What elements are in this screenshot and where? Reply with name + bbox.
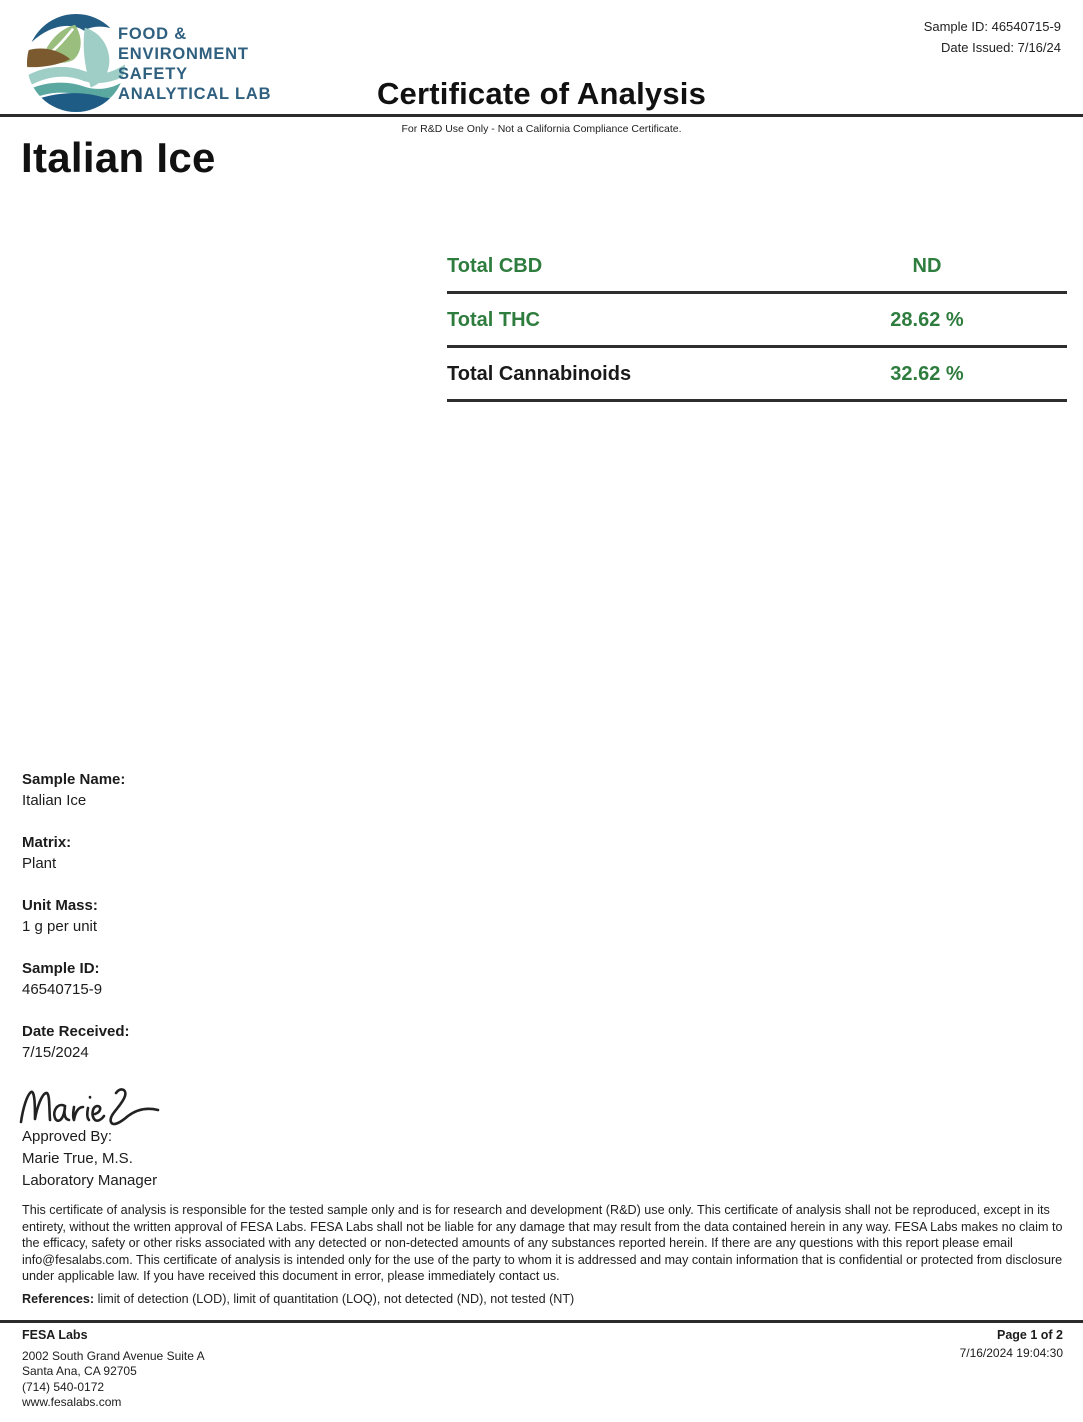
disclaimer: This certificate of analysis is responsi… [22, 1202, 1063, 1308]
row-value: 32.62 % [890, 363, 964, 385]
detail-sample-name: Sample Name: Italian Ice [22, 769, 130, 811]
footer-divider [0, 1320, 1083, 1323]
date-issued-line: Date Issued: 7/16/24 [941, 40, 1061, 55]
approver-title: Laboratory Manager [22, 1172, 158, 1189]
cannabinoid-summary-table: Total CBD ND Total THC 28.62 % Total Can… [447, 240, 1067, 402]
logo-line: SAFETY [118, 65, 188, 83]
table-row: Total THC 28.62 % [447, 294, 1067, 348]
fesa-lab-logo-icon [26, 13, 126, 113]
footer-website: www.fesalabs.com [22, 1395, 122, 1409]
footer-lab-info: FESA Labs 2002 South Grand Avenue Suite … [22, 1328, 205, 1411]
footer-address-line: Santa Ana, CA 92705 [22, 1364, 137, 1378]
logo-line: ANALYTICAL LAB [118, 85, 272, 103]
logo-line: FOOD & [118, 25, 187, 43]
detail-matrix: Matrix: Plant [22, 832, 130, 874]
detail-label: Matrix: [22, 834, 72, 851]
detail-sample-id: Sample ID: 46540715-9 [22, 958, 130, 1000]
detail-label: Sample ID: [22, 960, 100, 977]
table-row: Total CBD ND [447, 240, 1067, 294]
fesa-lab-wordmark: FOOD & ENVIRONMENT SAFETY ANALYTICAL LAB [118, 24, 271, 104]
certificate-subtitle: For R&D Use Only - Not a California Comp… [401, 123, 682, 135]
certificate-title: Certificate of Analysis [376, 76, 707, 111]
header-meta: Sample ID: 46540715-9 Date Issued: 7/16/… [924, 16, 1061, 58]
product-name: Italian Ice [21, 134, 216, 181]
footer-timestamp: 7/16/2024 19:04:30 [959, 1345, 1063, 1360]
detail-label: Date Received: [22, 1023, 130, 1040]
row-value: ND [912, 255, 942, 277]
row-label: Total Cannabinoids [447, 363, 632, 385]
sample-details: Sample Name: Italian Ice Matrix: Plant U… [22, 769, 130, 1084]
references-label: References: [22, 1291, 95, 1306]
detail-label: Sample Name: [22, 771, 126, 788]
detail-unit-mass: Unit Mass: 1 g per unit [22, 895, 130, 937]
references-text: limit of detection (LOD), limit of quant… [94, 1291, 575, 1306]
logo-line: ENVIRONMENT [118, 45, 249, 63]
detail-value: Plant [22, 855, 57, 872]
footer-company: FESA Labs [22, 1328, 88, 1342]
approval-block: Approved By: Marie True, M.S. Laboratory… [22, 1126, 157, 1192]
disclaimer-text: This certificate of analysis is responsi… [22, 1203, 1063, 1284]
row-label: Total THC [447, 309, 540, 331]
footer-address-line: (714) 540-0172 [22, 1379, 105, 1394]
detail-date-received: Date Received: 7/15/2024 [22, 1021, 130, 1063]
sample-id-line: Sample ID: 46540715-9 [923, 19, 1061, 34]
detail-value: 46540715-9 [22, 981, 103, 998]
row-label: Total CBD [447, 255, 543, 277]
page-number: Page 1 of 2 [997, 1328, 1063, 1342]
detail-value: Italian Ice [22, 792, 87, 809]
references-line: References: limit of detection (LOD), li… [22, 1291, 1063, 1308]
approver-name: Marie True, M.S. [22, 1150, 133, 1167]
table-row: Total Cannabinoids 32.62 % [447, 348, 1067, 402]
detail-value: 7/15/2024 [22, 1044, 89, 1061]
header-divider [0, 114, 1083, 117]
footer-page-info: Page 1 of 2 7/16/2024 19:04:30 [960, 1328, 1063, 1361]
footer-address-line: 2002 South Grand Avenue Suite A [22, 1348, 205, 1363]
approver-signature-icon [19, 1088, 160, 1126]
detail-label: Unit Mass: [22, 897, 98, 914]
row-value: 28.62 % [890, 309, 964, 331]
detail-value: 1 g per unit [22, 918, 98, 935]
approved-by-label: Approved By: [22, 1128, 113, 1145]
